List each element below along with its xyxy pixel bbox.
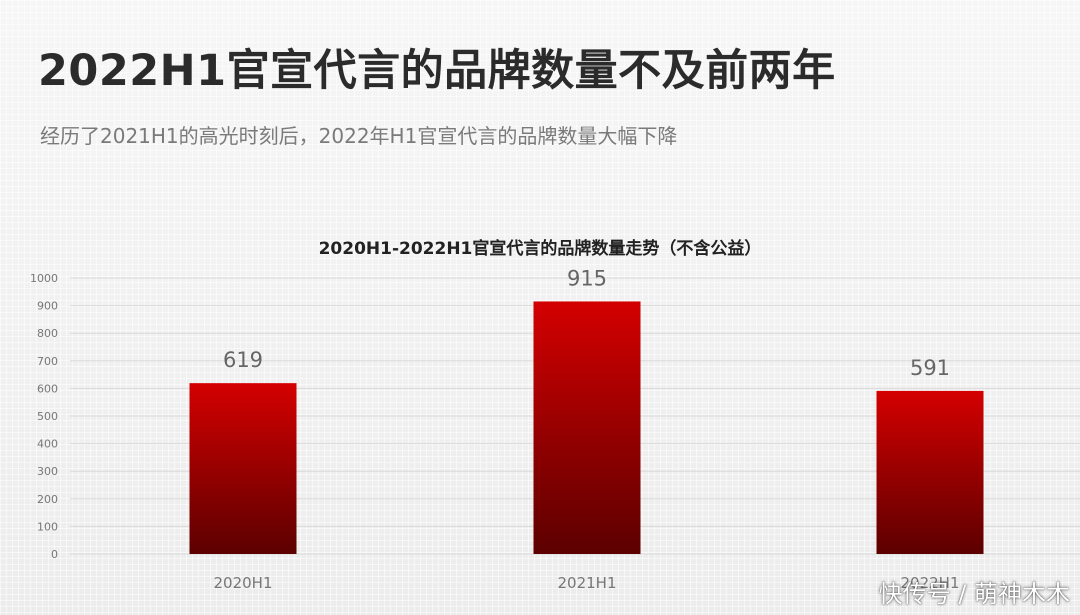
bars [189,301,984,554]
value-labels: 619 915 591 [223,266,950,379]
bar-2022H1 [876,390,984,554]
bar-2021H1 [533,301,641,554]
x-tick-label: 2021H1 [558,574,617,592]
y-axis-ticks: 0 100 200 300 400 500 600 700 800 900 1000 [30,272,58,561]
bar-value-label: 915 [567,266,607,290]
y-tick-label: 500 [37,410,58,423]
y-tick-label: 800 [37,327,58,340]
x-tick-label: 2022H1 [901,574,960,592]
x-tick-label: 2020H1 [214,574,273,592]
y-tick-label: 700 [37,355,58,368]
bar-value-label: 619 [223,348,263,372]
page-subtitle: 经历了2021H1的高光时刻后，2022年H1官宣代言的品牌数量大幅下降 [40,124,678,148]
y-tick-label: 900 [37,300,58,313]
y-tick-label: 0 [51,548,58,561]
x-axis-ticks: 2020H1 2021H1 2022H1 [214,574,960,592]
chart-title: 2020H1-2022H1官宣代言的品牌数量走势（不含公益） [318,239,762,259]
y-tick-label: 400 [37,438,58,451]
y-tick-label: 300 [37,465,58,478]
y-tick-label: 200 [37,493,58,506]
y-tick-label: 600 [37,382,58,395]
page-title: 2022H1官宣代言的品牌数量不及前两年 [38,46,836,96]
y-tick-label: 1000 [30,272,58,285]
y-tick-label: 100 [37,520,58,533]
bar-value-label: 591 [910,356,950,380]
bar-2020H1 [189,383,297,554]
watermark: 快传号 / 萌神木木 [878,580,1070,608]
